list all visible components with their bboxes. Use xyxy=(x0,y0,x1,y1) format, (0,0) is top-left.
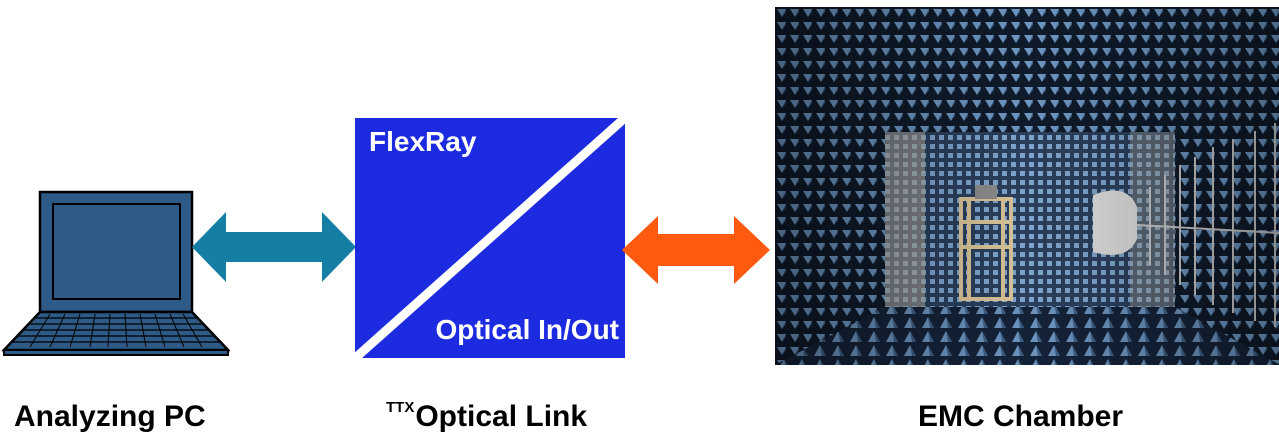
optical-link-label: TTXOptical Link xyxy=(386,399,588,433)
diagonal-divider xyxy=(355,118,625,358)
optical-link-prefix: TTX xyxy=(386,399,415,416)
analyzing-pc-label: Analyzing PC xyxy=(14,400,206,433)
device-top-label: FlexRay xyxy=(369,126,477,157)
double-arrow-icon xyxy=(192,212,356,282)
double-arrow-icon xyxy=(622,216,770,284)
optical-link-device: FlexRay Optical In/Out xyxy=(355,118,625,358)
emc-chamber-label: EMC Chamber xyxy=(918,400,1124,433)
device-bottom-label: Optical In/Out xyxy=(435,314,619,345)
laptop-icon xyxy=(1,190,230,356)
anechoic-chamber-photo xyxy=(775,7,1279,365)
